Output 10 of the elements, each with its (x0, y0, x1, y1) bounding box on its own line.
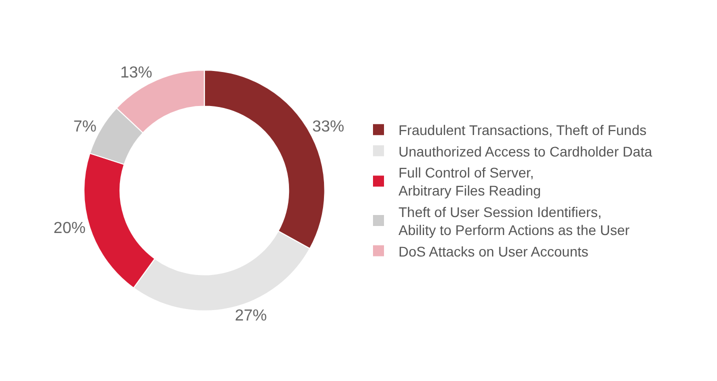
legend-label: DoS Attacks on User Accounts (398, 243, 588, 260)
data-label: 27% (234, 308, 267, 325)
legend-label: Full Control of Server, Arbitrary Files Reading (398, 164, 541, 199)
data-label: 13% (120, 64, 152, 82)
data-label: 33% (312, 118, 344, 136)
legend-label: Fraudulent Transactions, Theft of Funds (398, 122, 646, 138)
legend-label: Theft of User Session Identifiers, Ability to Perform Actions as the User (398, 204, 630, 238)
data-label: 7% (73, 118, 96, 136)
legend-label: Unauthorized Access to Cardholder Data (398, 143, 652, 160)
data-label: 20% (54, 220, 86, 238)
